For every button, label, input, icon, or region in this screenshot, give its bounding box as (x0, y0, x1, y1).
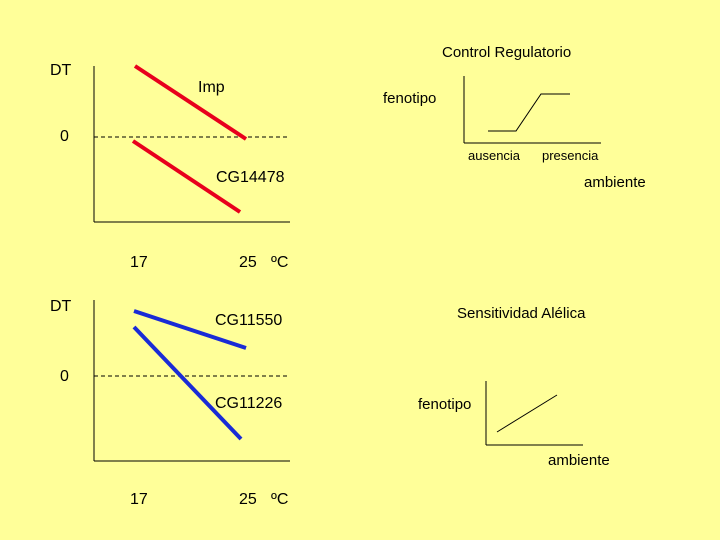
cg11550-line (133, 309, 247, 350)
control-step-curve (488, 93, 570, 132)
bottom-graph-x-tick-25: 25 (239, 491, 257, 508)
sensitividad-linear-curve (496, 394, 558, 433)
cg14478-line (131, 139, 242, 214)
sensitividad-fenotipo-label: fenotipo (418, 396, 472, 413)
bottom-graph-zero-label: 0 (60, 368, 69, 385)
cg11226-line (132, 325, 243, 441)
bottom-graph-x-tick-17: 17 (130, 491, 148, 508)
sensitividad-ambiente-label: ambiente (548, 452, 610, 469)
top-graph-x-unit: ºC (271, 254, 289, 271)
sensitividad-alelica-title: Sensitividad Alélica (457, 305, 586, 322)
top-graph-x-tick-17: 17 (130, 254, 148, 271)
control-ausencia-label: ausencia (468, 148, 521, 163)
cg11226-label: CG11226 (215, 395, 283, 412)
control-regulatorio-title: Control Regulatorio (442, 44, 572, 61)
imp-line (133, 64, 248, 141)
bottom-graph-x-unit: ºC (271, 491, 289, 508)
top-graph-zero-label: 0 (60, 128, 69, 145)
top-graph-x-tick-25: 25 (239, 254, 257, 271)
imp-label: Imp (198, 79, 225, 96)
control-presencia-label: presencia (542, 148, 599, 163)
cg11550-label: CG11550 (215, 312, 283, 329)
bottom-graph-y-label: DT (50, 298, 72, 315)
top-graph-y-label: DT (50, 62, 72, 79)
control-ambiente-label: ambiente (584, 174, 646, 191)
cg14478-label: CG14478 (216, 169, 285, 186)
control-fenotipo-label: fenotipo (383, 90, 437, 107)
